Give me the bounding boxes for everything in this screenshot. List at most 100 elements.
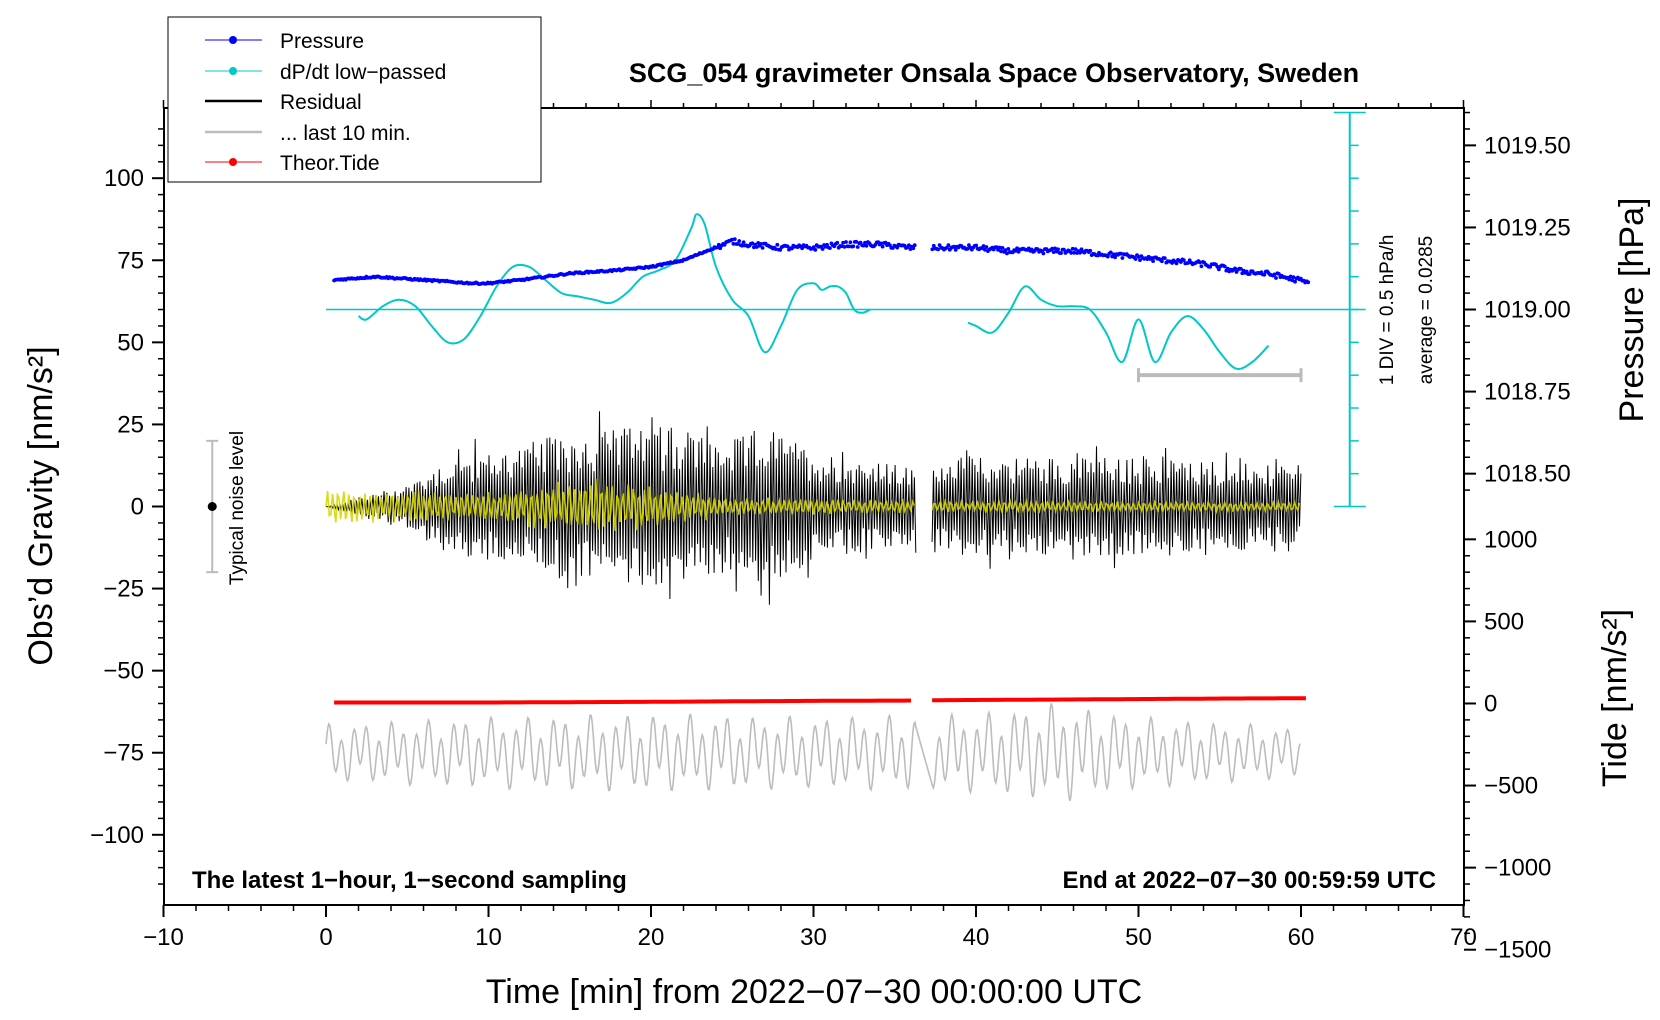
pressure-point	[842, 245, 847, 249]
pressure-point	[1105, 254, 1110, 259]
pressure-point	[773, 247, 778, 252]
pressure-point	[778, 248, 783, 252]
pressure-point	[895, 245, 900, 250]
pressure-point	[1000, 246, 1005, 250]
pressure-point	[1225, 266, 1230, 271]
last-10-min-line	[325, 703, 1301, 801]
pressure-point	[974, 243, 979, 248]
residual-filtered-line	[931, 498, 1301, 515]
pressure-point	[716, 242, 721, 247]
pressure-point	[1239, 267, 1243, 271]
pressure-point	[999, 249, 1003, 254]
theoretical-tide-line	[334, 698, 912, 705]
pressure-point	[1262, 272, 1267, 277]
pressure-point	[851, 244, 856, 249]
tide-tick-label: −1500	[1484, 937, 1551, 964]
pressure-point	[811, 245, 816, 250]
legend-sample-marker	[229, 67, 237, 75]
noise-level-label: Typical noise level	[227, 431, 248, 585]
pressure-point	[1041, 251, 1046, 256]
pressure-point	[879, 241, 883, 246]
legend-label-last-10-min: ... last 10 min.	[280, 122, 411, 145]
y-axis-title-pressure: Pressure [hPa]	[1613, 198, 1651, 423]
pressure-point	[775, 242, 780, 247]
x-axis-title: Time [min] from 2022−07−30 00:00:00 UTC	[486, 973, 1142, 1011]
pressure-point	[855, 245, 860, 249]
pressure-tick-label: 1019.00	[1484, 297, 1571, 324]
residual-line	[931, 446, 1302, 569]
pressure-point	[1133, 257, 1138, 261]
pressure-point	[907, 243, 911, 248]
pressure-point	[965, 247, 970, 251]
pressure-point	[1078, 250, 1082, 255]
pressure-point	[1277, 272, 1281, 276]
pressure-point	[737, 239, 742, 243]
pressure-point	[844, 240, 848, 244]
pressure-point	[1290, 278, 1294, 283]
pressure-point	[981, 244, 986, 248]
y-tick-label: −25	[103, 576, 144, 603]
pressure-point	[1005, 251, 1009, 256]
pressure-point	[1072, 250, 1077, 255]
pressure-point	[1162, 256, 1167, 260]
pressure-point	[912, 243, 917, 248]
pressure-tick-label: 1019.50	[1484, 132, 1571, 159]
pressure-point	[854, 239, 859, 244]
pressure-point	[1160, 259, 1164, 264]
chart-title: SCG_054 gravimeter Onsala Space Observat…	[629, 58, 1359, 88]
pressure-point	[1291, 275, 1296, 280]
pressure-point	[1272, 272, 1277, 277]
pressure-point	[731, 241, 736, 246]
pressure-point	[1198, 260, 1202, 265]
residual-filtered-line	[325, 478, 916, 531]
legend-sample-marker	[229, 36, 237, 44]
pressure-point	[756, 241, 761, 245]
x-tick-label: 10	[475, 924, 502, 951]
x-tick-label: 70	[1450, 924, 1477, 951]
pressure-point	[1069, 251, 1074, 255]
tide-tick-label: −500	[1484, 773, 1538, 800]
pressure-point	[813, 248, 818, 252]
pressure-point	[984, 245, 989, 249]
pressure-point	[1120, 256, 1125, 260]
pressure-point	[952, 244, 957, 249]
pressure-point	[1051, 250, 1056, 255]
tide-tick-label: 0	[1484, 690, 1497, 717]
pressure-point	[1287, 277, 1291, 282]
tide-tick-label: 1000	[1484, 526, 1537, 553]
y-tick-label: 0	[131, 494, 144, 521]
legend-sample-marker	[229, 158, 237, 166]
pressure-point	[1217, 267, 1221, 272]
pressure-point	[759, 242, 764, 246]
pressure-point	[997, 245, 1002, 250]
pressure-tick-label: 1019.25	[1484, 214, 1571, 241]
footer-end-time: End at 2022−07−30 00:59:59 UTC	[1062, 867, 1436, 894]
pressure-point	[1149, 256, 1154, 260]
pressure-point	[1108, 250, 1113, 255]
y-tick-label: 50	[117, 329, 144, 356]
pressure-point	[1119, 251, 1123, 256]
x-tick-label: 50	[1125, 924, 1152, 951]
pressure-point	[1222, 264, 1227, 269]
pressure-tick-label: 1018.75	[1484, 379, 1571, 406]
y-tick-label: 75	[117, 247, 144, 274]
footer-sampling-note: The latest 1−hour, 1−second sampling	[192, 867, 627, 894]
pressure-point	[1274, 276, 1278, 280]
pressure-point	[841, 240, 845, 245]
legend-label-dpdt: dP/dt low−passed	[280, 61, 446, 84]
pressure-point	[1088, 248, 1093, 253]
pressure-point	[1233, 266, 1237, 271]
pressure-point	[861, 243, 866, 248]
pressure-point	[750, 241, 755, 246]
legend-label-theor-tide: Theor.Tide	[280, 152, 380, 175]
pressure-point	[1006, 247, 1011, 251]
theoretical-tide-line	[932, 696, 1306, 703]
x-tick-label: −10	[143, 924, 184, 951]
y-tick-label: −100	[90, 822, 144, 849]
pressure-point	[911, 246, 916, 251]
y-axis-title-tide: Tide [nm/s²]	[1596, 609, 1634, 787]
pressure-point	[847, 244, 851, 249]
pressure-point	[1199, 264, 1204, 269]
x-tick-label: 60	[1288, 924, 1315, 951]
